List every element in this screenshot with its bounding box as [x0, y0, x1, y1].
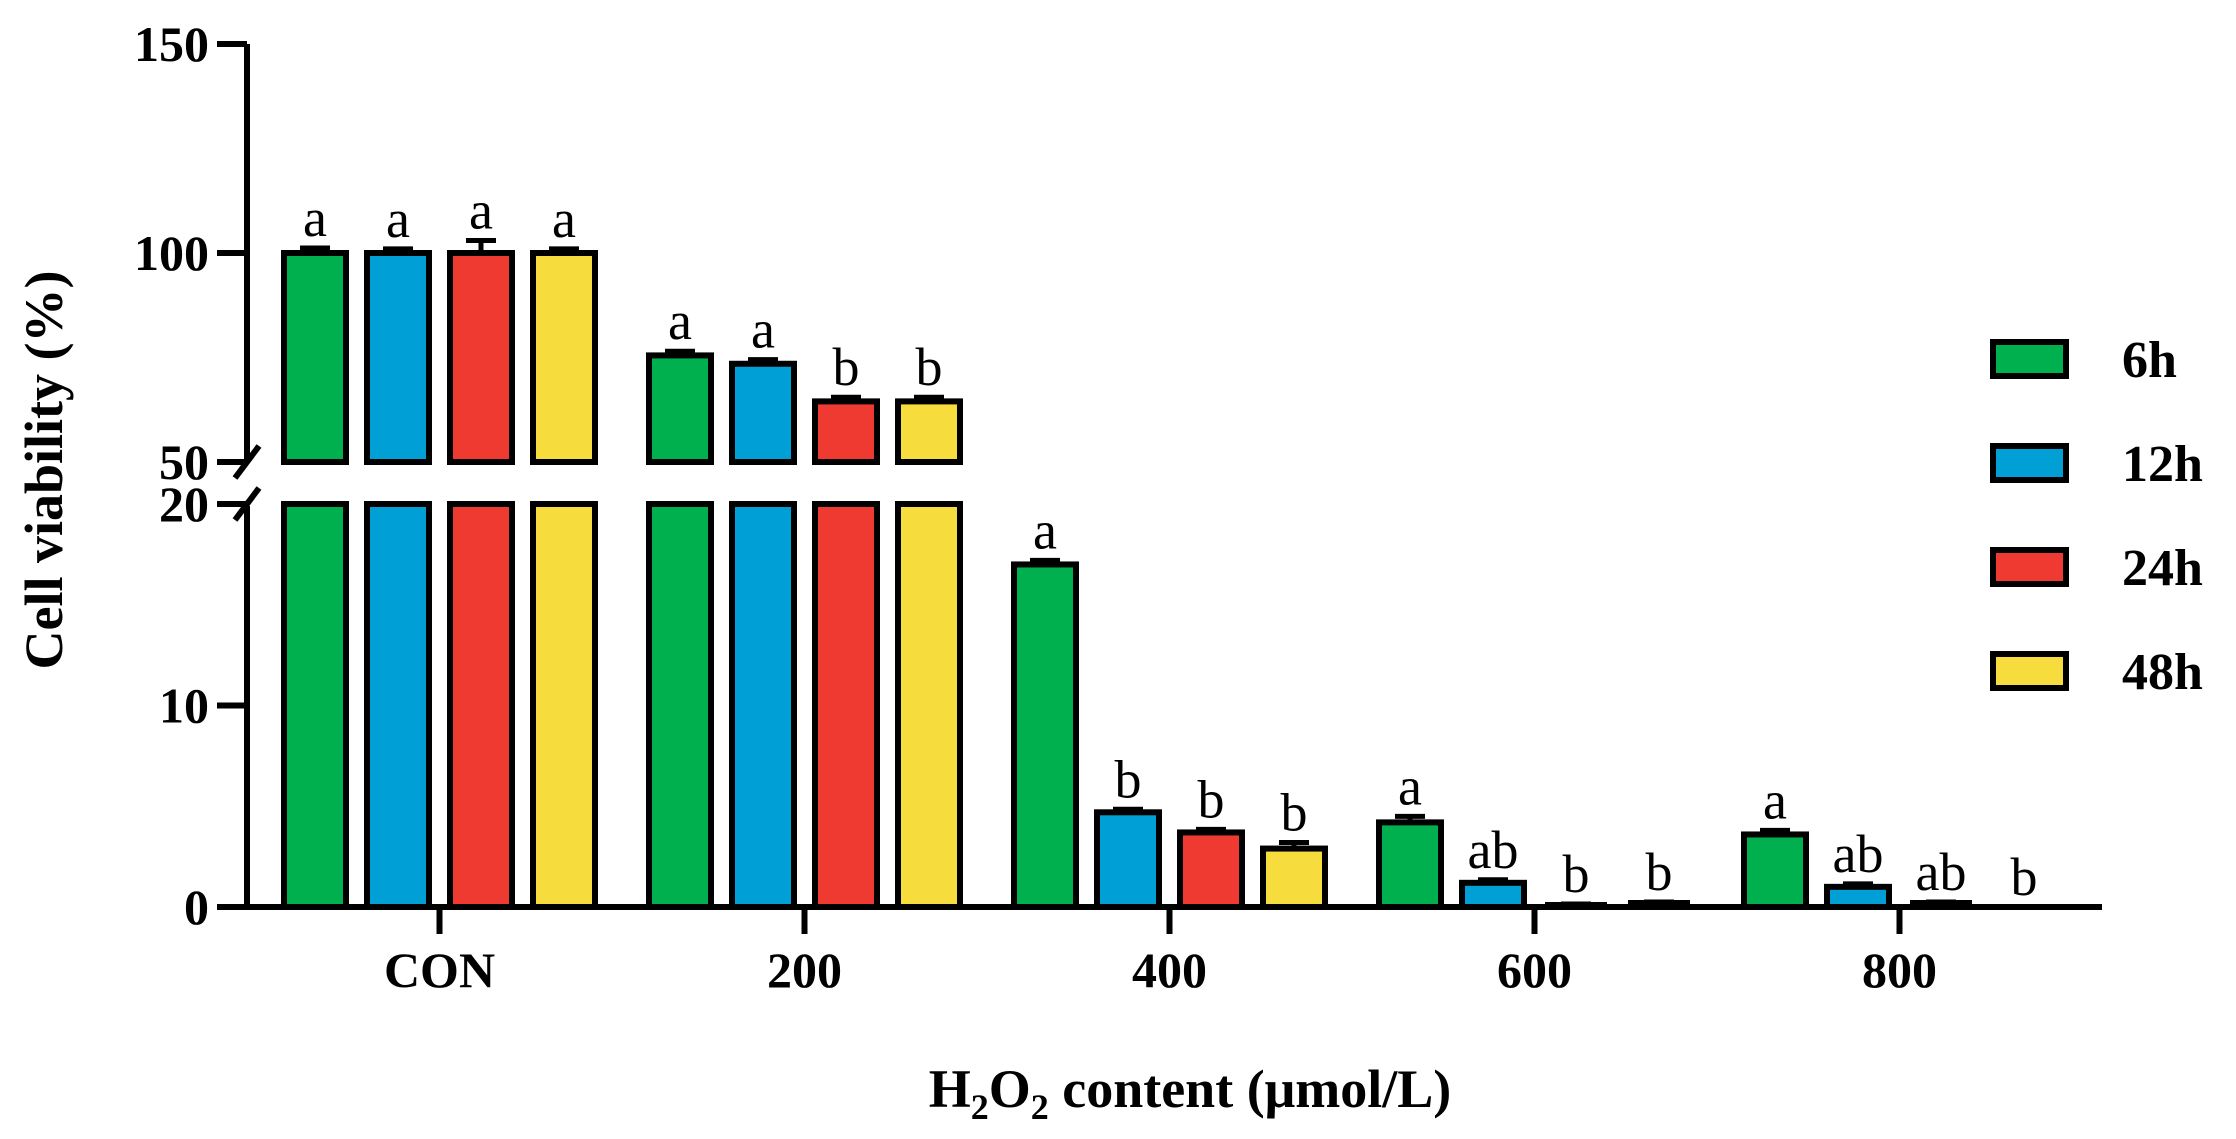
legend-label-24h: 24h: [2122, 540, 2203, 597]
sig-label-12h-200: a: [751, 300, 775, 360]
y-tick-label-150: 150: [134, 16, 209, 72]
bar-12h-600: [1459, 879, 1527, 911]
bar-48h-400: [1260, 845, 1328, 911]
sig-label-6h-CON: a: [303, 188, 327, 248]
error-bar-6h-400: [1030, 557, 1060, 565]
bar-24h-CON-lower: [447, 501, 515, 910]
error-bar-12h-200: [748, 357, 778, 364]
bars-layer: [281, 237, 1972, 911]
error-bar-6h-CON: [300, 245, 330, 253]
bar-6h-400: [1011, 561, 1079, 910]
y-tick-label-20: 20: [159, 476, 209, 532]
x-axis-title-sub1: 2: [971, 1087, 989, 1127]
y-tick-label-10: 10: [159, 678, 209, 734]
bar-24h-200-lower: [812, 501, 880, 910]
x-axis-title-prefix: H: [929, 1059, 971, 1119]
x-tick-label-CON: CON: [384, 942, 495, 998]
bar-6h-CON-upper: [281, 250, 349, 465]
legend-label-48h: 48h: [2122, 644, 2203, 701]
bar-48h-CON-lower: [530, 501, 598, 910]
bar-6h-800: [1741, 831, 1809, 911]
bar-48h-200-upper: [895, 398, 963, 466]
error-bar-12h-600: [1478, 877, 1508, 883]
error-bar-24h-400: [1196, 826, 1226, 833]
x-axis-title-suffix: content (μmol/L): [1049, 1059, 1452, 1119]
x-axis-title: H2O2 content (μmol/L): [929, 1059, 1452, 1127]
legend-label-12h: 12h: [2122, 436, 2203, 493]
y-axis-title: Cell viability (%): [14, 271, 74, 670]
sig-label-6h-600: a: [1398, 756, 1422, 816]
x-tick-label-400: 400: [1132, 942, 1207, 998]
sig-label-48h-600: b: [1646, 842, 1673, 902]
sig-label-12h-800: ab: [1833, 824, 1884, 884]
bar-12h-400: [1094, 809, 1162, 910]
x-tick-label-200: 200: [767, 942, 842, 998]
error-bar-6h-800: [1760, 827, 1790, 835]
sig-label-12h-400: b: [1115, 749, 1142, 809]
sig-label-48h-200: b: [916, 337, 943, 397]
bar-12h-200-lower: [729, 501, 797, 910]
x-axis-title-sub2: 2: [1031, 1087, 1049, 1127]
x-tick-label-800: 800: [1862, 942, 1937, 998]
legend-swatch-24h: [1990, 547, 2069, 587]
error-bar-48h-600: [1644, 899, 1674, 905]
error-bar-48h-200: [914, 394, 944, 402]
y-tick-label-0: 0: [184, 879, 209, 935]
y-tick-label-50: 50: [159, 434, 209, 490]
bar-12h-CON-upper: [364, 250, 432, 465]
legend-label-6h: 6h: [2122, 332, 2177, 389]
sig-label-6h-200: a: [668, 291, 692, 351]
bar-24h-CON-upper: [447, 250, 515, 465]
legend: 6h 12h 24h 48h: [1990, 332, 2203, 701]
sig-label-24h-200: b: [833, 337, 860, 397]
y-tick-label-100: 100: [134, 225, 209, 281]
error-bar-6h-200: [665, 348, 695, 356]
sig-label-48h-400: b: [1281, 783, 1308, 843]
sig-label-12h-CON: a: [386, 189, 410, 249]
sig-label-48h-800: b: [2011, 847, 2038, 907]
error-bar-24h-200: [831, 394, 861, 402]
error-bar-48h-CON: [549, 246, 579, 253]
bar-48h-200-lower: [895, 501, 963, 910]
sig-label-48h-CON: a: [552, 189, 576, 249]
error-bar-12h-CON: [383, 246, 413, 253]
bar-12h-200-upper: [729, 360, 797, 465]
bar-6h-600: [1376, 819, 1444, 910]
legend-swatch-12h: [1990, 443, 2069, 483]
legend-swatch-6h: [1990, 339, 2069, 379]
error-bar-24h-CON: [466, 237, 496, 253]
bar-12h-800: [1824, 883, 1892, 910]
bar-24h-400: [1177, 829, 1245, 911]
sig-label-24h-400: b: [1198, 769, 1225, 829]
error-bar-24h-800: [1926, 899, 1956, 905]
x-axis-title-mid: O: [989, 1059, 1031, 1119]
error-bar-6h-600: [1395, 813, 1425, 823]
bar-6h-CON-lower: [281, 501, 349, 910]
bar-6h-200-upper: [646, 352, 714, 465]
error-bar-48h-400: [1279, 840, 1309, 849]
error-bar-12h-800: [1843, 881, 1873, 887]
x-tick-label-600: 600: [1497, 942, 1572, 998]
bar-48h-CON-upper: [530, 250, 598, 465]
error-bar-12h-400: [1113, 806, 1143, 813]
bar-12h-CON-lower: [364, 501, 432, 910]
sig-label-6h-800: a: [1763, 770, 1787, 830]
sig-label-24h-600: b: [1563, 844, 1590, 904]
sig-label-12h-600: ab: [1468, 820, 1519, 880]
bar-24h-200-upper: [812, 398, 880, 466]
sig-label-6h-400: a: [1033, 500, 1057, 560]
sig-label-24h-800: ab: [1916, 842, 1967, 902]
bar-6h-200-lower: [646, 501, 714, 910]
sig-label-24h-CON: a: [469, 180, 493, 240]
legend-swatch-48h: [1990, 651, 2069, 691]
